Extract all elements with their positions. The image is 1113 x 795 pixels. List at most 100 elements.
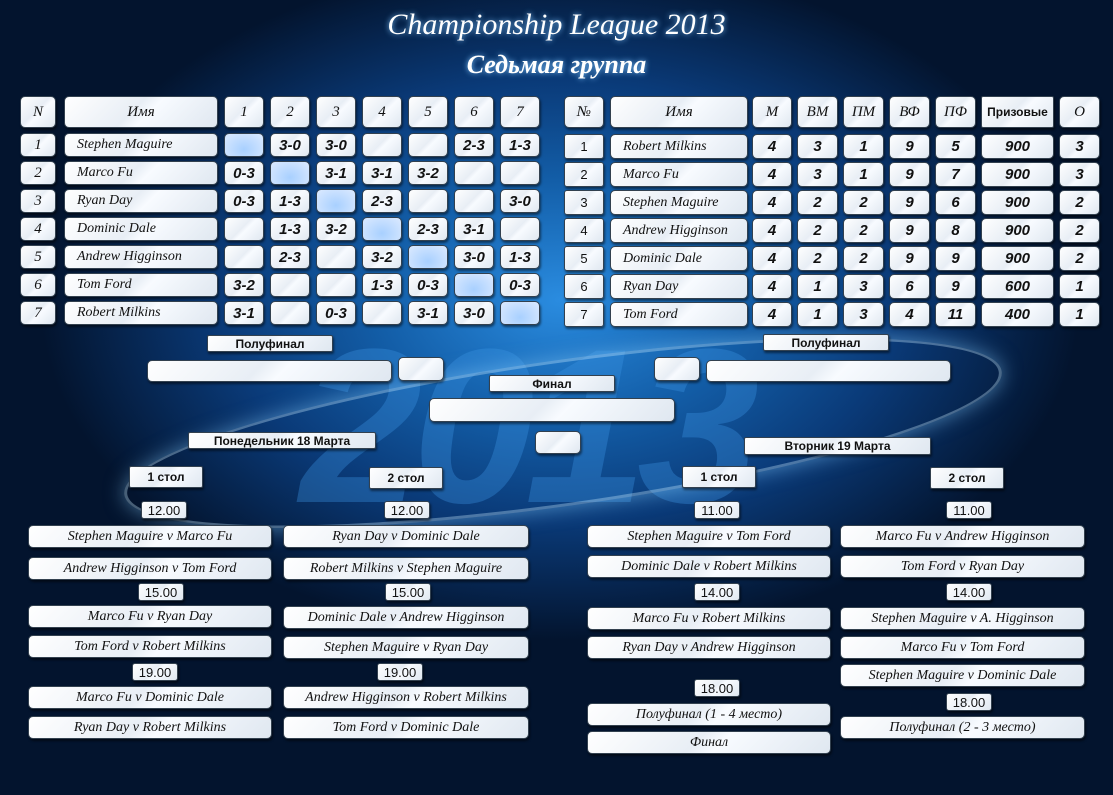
- match-slot[interactable]: Marco Fu v Robert Milkins: [587, 607, 831, 630]
- match-slot[interactable]: Stephen Maguire v Tom Ford: [587, 525, 831, 548]
- grid-result-cell[interactable]: 3-2: [408, 161, 448, 185]
- standings-cell: 600: [981, 274, 1054, 299]
- standings-cell: 9: [889, 218, 930, 243]
- match-slot[interactable]: Tom Ford v Dominic Dale: [283, 716, 529, 739]
- grid-header-cell: 3: [316, 96, 356, 128]
- grid-result-cell[interactable]: 3-1: [316, 161, 356, 185]
- match-slot[interactable]: Stephen Maguire v Marco Fu: [28, 525, 272, 548]
- grid-result-cell[interactable]: [362, 133, 402, 157]
- match-time-label: 18.00: [694, 679, 740, 697]
- match-slot[interactable]: Dominic Dale v Andrew Higginson: [283, 606, 529, 629]
- match-slot[interactable]: Stephen Maguire v Dominic Dale: [840, 664, 1085, 687]
- grid-result-cell[interactable]: 0-3: [408, 273, 448, 297]
- grid-result-cell[interactable]: 3-0: [316, 133, 356, 157]
- standings-cell: 9: [935, 246, 976, 271]
- standings-cell: 900: [981, 190, 1054, 215]
- grid-diagonal-cell[interactable]: [454, 273, 494, 297]
- match-slot[interactable]: Stephen Maguire v Ryan Day: [283, 636, 529, 659]
- grid-result-cell[interactable]: [224, 217, 264, 241]
- grid-row-number: 6: [20, 273, 56, 297]
- grid-result-cell[interactable]: 0-3: [316, 301, 356, 325]
- grid-header-cell: 6: [454, 96, 494, 128]
- grid-result-cell[interactable]: 3-0: [270, 133, 310, 157]
- grid-result-cell[interactable]: 2-3: [454, 133, 494, 157]
- grid-result-cell[interactable]: [408, 189, 448, 213]
- match-slot[interactable]: Marco Fu v Andrew Higginson: [840, 525, 1085, 548]
- grid-result-cell[interactable]: 1-3: [500, 245, 540, 269]
- match-slot[interactable]: Andrew Higginson v Tom Ford: [28, 557, 272, 580]
- grid-result-cell[interactable]: 1-3: [270, 217, 310, 241]
- grid-result-cell[interactable]: 3-1: [224, 301, 264, 325]
- standings-cell: 2: [797, 218, 838, 243]
- match-slot[interactable]: Robert Milkins v Stephen Maguire: [283, 557, 529, 580]
- grid-result-cell[interactable]: 3-2: [362, 245, 402, 269]
- match-slot[interactable]: Marco Fu v Tom Ford: [840, 636, 1085, 659]
- grid-result-cell[interactable]: [270, 273, 310, 297]
- match-slot[interactable]: Ryan Day v Andrew Higginson: [587, 636, 831, 659]
- grid-result-cell[interactable]: [270, 301, 310, 325]
- grid-result-cell[interactable]: [454, 161, 494, 185]
- standings-cell: 3: [843, 274, 884, 299]
- semifinal-right-player-box[interactable]: [706, 360, 951, 382]
- standings-cell: 2: [1059, 190, 1100, 215]
- match-slot[interactable]: Tom Ford v Ryan Day: [840, 555, 1085, 578]
- grid-player-name: Dominic Dale: [64, 217, 218, 241]
- match-slot[interactable]: Dominic Dale v Robert Milkins: [587, 555, 831, 578]
- semifinal-left-player-box[interactable]: [147, 360, 392, 382]
- grid-result-cell[interactable]: [224, 245, 264, 269]
- grid-diagonal-cell[interactable]: [224, 133, 264, 157]
- standings-player-name: Ryan Day: [610, 274, 748, 299]
- grid-player-name: Stephen Maguire: [64, 133, 218, 157]
- grid-diagonal-cell[interactable]: [270, 161, 310, 185]
- grid-result-cell[interactable]: [500, 161, 540, 185]
- match-slot[interactable]: Stephen Maguire v A. Higginson: [840, 607, 1085, 630]
- grid-result-cell[interactable]: 0-3: [224, 189, 264, 213]
- grid-diagonal-cell[interactable]: [500, 301, 540, 325]
- semifinal-left-label: Полуфинал: [207, 335, 333, 352]
- match-slot[interactable]: Marco Fu v Dominic Dale: [28, 686, 272, 709]
- grid-header-cell: 1: [224, 96, 264, 128]
- grid-result-cell[interactable]: 3-0: [454, 301, 494, 325]
- grid-result-cell[interactable]: 3-0: [454, 245, 494, 269]
- grid-result-cell[interactable]: [500, 217, 540, 241]
- standings-cell: 5: [935, 134, 976, 159]
- grid-result-cell[interactable]: 3-1: [454, 217, 494, 241]
- grid-result-cell[interactable]: 1-3: [362, 273, 402, 297]
- final-score-box[interactable]: [535, 431, 581, 454]
- grid-diagonal-cell[interactable]: [316, 189, 356, 213]
- standings-cell: 9: [889, 162, 930, 187]
- grid-result-cell[interactable]: 0-3: [224, 161, 264, 185]
- match-slot[interactable]: Tom Ford v Robert Milkins: [28, 635, 272, 658]
- grid-header-cell: 4: [362, 96, 402, 128]
- grid-result-cell[interactable]: 2-3: [408, 217, 448, 241]
- grid-diagonal-cell[interactable]: [408, 245, 448, 269]
- grid-result-cell[interactable]: [316, 273, 356, 297]
- grid-result-cell[interactable]: [454, 189, 494, 213]
- grid-result-cell[interactable]: 0-3: [500, 273, 540, 297]
- grid-result-cell[interactable]: 2-3: [270, 245, 310, 269]
- match-slot[interactable]: Andrew Higginson v Robert Milkins: [283, 686, 529, 709]
- final-player-box[interactable]: [429, 398, 675, 422]
- grid-result-cell[interactable]: [316, 245, 356, 269]
- semifinal-left-score-box[interactable]: [398, 357, 444, 381]
- grid-result-cell[interactable]: 3-2: [224, 273, 264, 297]
- match-slot[interactable]: Финал: [587, 731, 831, 754]
- grid-header-cell: 7: [500, 96, 540, 128]
- grid-result-cell[interactable]: 3-2: [316, 217, 356, 241]
- grid-diagonal-cell[interactable]: [362, 217, 402, 241]
- semifinal-right-score-box[interactable]: [654, 357, 700, 381]
- table-2-label: 2 стол: [369, 467, 443, 489]
- match-slot[interactable]: Marco Fu v Ryan Day: [28, 605, 272, 628]
- match-slot[interactable]: Полуфинал (2 - 3 место): [840, 716, 1085, 739]
- grid-result-cell[interactable]: 2-3: [362, 189, 402, 213]
- grid-result-cell[interactable]: [408, 133, 448, 157]
- match-slot[interactable]: Ryan Day v Dominic Dale: [283, 525, 529, 548]
- grid-result-cell[interactable]: 3-1: [362, 161, 402, 185]
- grid-result-cell[interactable]: 3-1: [408, 301, 448, 325]
- grid-result-cell[interactable]: 1-3: [500, 133, 540, 157]
- match-slot[interactable]: Полуфинал (1 - 4 место): [587, 703, 831, 726]
- grid-result-cell[interactable]: 3-0: [500, 189, 540, 213]
- grid-result-cell[interactable]: 1-3: [270, 189, 310, 213]
- grid-result-cell[interactable]: [362, 301, 402, 325]
- match-slot[interactable]: Ryan Day v Robert Milkins: [28, 716, 272, 739]
